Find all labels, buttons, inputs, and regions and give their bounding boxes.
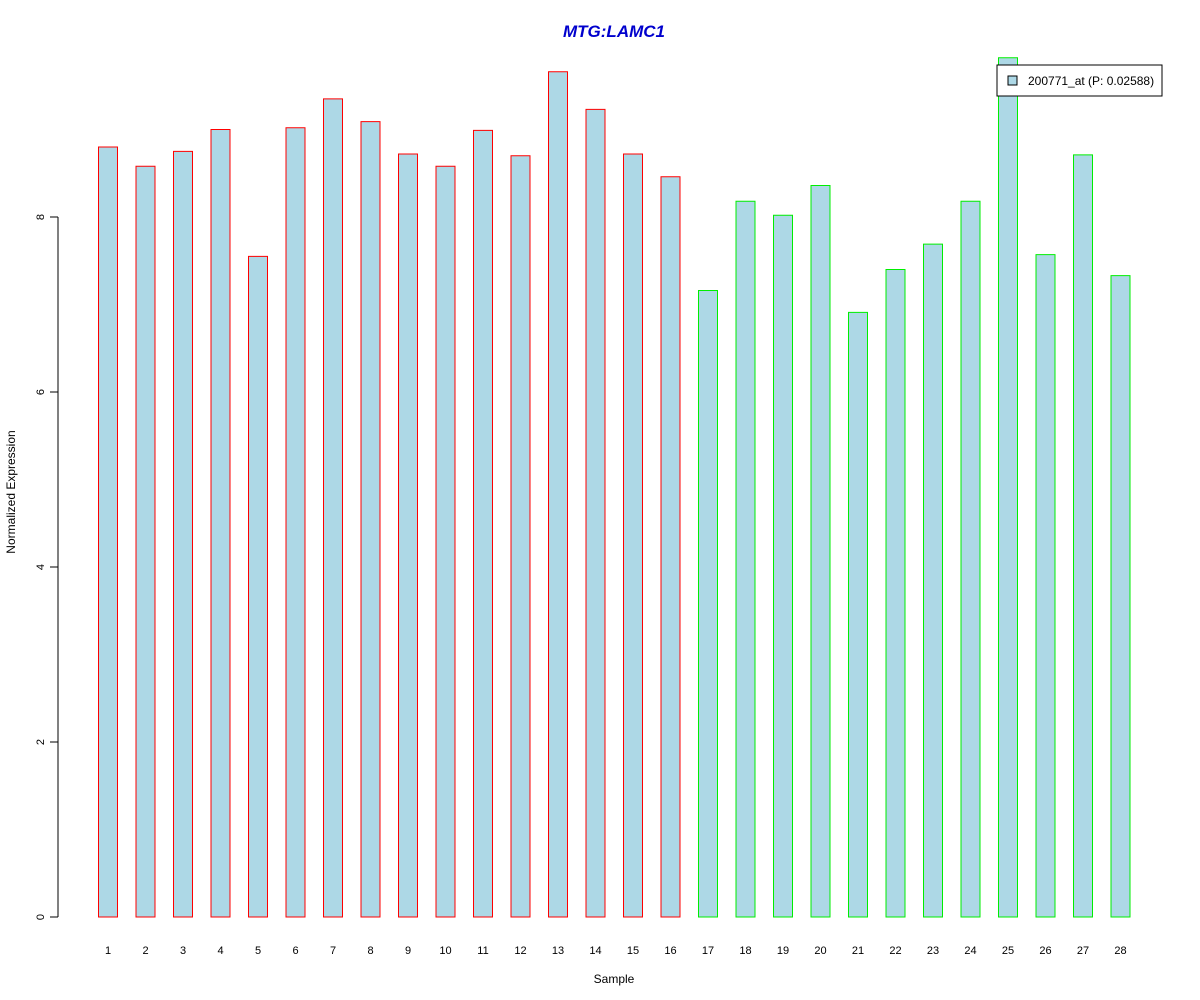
x-tick-label: 9: [405, 945, 411, 957]
bar-sample-3: [173, 150, 193, 918]
legend-label: 200771_at (P: 0.02588): [1028, 74, 1154, 88]
bar-sample-6: [285, 127, 306, 918]
legend-box: [996, 64, 1163, 97]
x-tick-label: 22: [889, 945, 901, 957]
x-tick-label: 3: [180, 945, 186, 957]
x-tick-label: 27: [1077, 945, 1089, 957]
legend: 200771_at (P: 0.02588): [996, 64, 1163, 97]
x-tick-label: 11: [477, 945, 488, 957]
x-tick-label: 16: [664, 945, 676, 957]
bar-sample-1: [98, 146, 118, 918]
bar-sample-18: [735, 200, 756, 918]
bar-sample-26: [1035, 254, 1056, 918]
bar-sample-9: [398, 153, 418, 918]
bar-sample-13: [548, 71, 568, 918]
bar-sample-14: [585, 108, 606, 918]
bar-sample-7: [323, 98, 343, 918]
bar-sample-22: [885, 269, 906, 918]
y-axis-label: Normalized Expression: [4, 430, 18, 553]
x-tick-label: 24: [964, 945, 976, 957]
bar-sample-21: [848, 311, 868, 918]
bar-sample-15: [623, 153, 643, 918]
y-tick-label: 6: [35, 389, 47, 395]
x-tick-label: 21: [852, 945, 864, 957]
y-axis: 0 2 4 6 8: [35, 214, 59, 920]
x-tick-label: 15: [627, 945, 639, 957]
bar-sample-24: [960, 200, 981, 918]
bar-sample-23: [923, 243, 943, 918]
bar-sample-19: [773, 214, 793, 918]
bar-sample-2: [135, 165, 156, 918]
x-tick-label: 7: [330, 945, 336, 957]
x-tick-label: 1: [105, 945, 111, 957]
bar-sample-27: [1073, 154, 1093, 918]
x-tick-label: 13: [552, 945, 564, 957]
x-tick-label: 6: [292, 945, 298, 957]
legend-swatch: [1007, 75, 1018, 86]
y-tick-label: 8: [35, 214, 47, 220]
bar-sample-17: [698, 290, 718, 918]
chart-title: MTG:LAMC1: [563, 22, 665, 41]
x-tick-label: 2: [142, 945, 148, 957]
bar-sample-10: [435, 165, 456, 918]
bars-group: [98, 57, 1131, 918]
x-axis-label: Sample: [594, 972, 635, 986]
x-tick-label: 5: [255, 945, 261, 957]
x-tick-label: 25: [1002, 945, 1014, 957]
x-tick-label: 12: [514, 945, 526, 957]
y-tick-label: 2: [35, 739, 47, 745]
bar-sample-8: [360, 121, 381, 918]
x-tick-label: 14: [589, 945, 601, 957]
bar-sample-11: [473, 129, 493, 918]
x-tick-label: 19: [777, 945, 789, 957]
x-tick-label: 23: [927, 945, 939, 957]
x-tick-label: 18: [739, 945, 751, 957]
x-tick-label: 28: [1114, 945, 1126, 957]
x-tick-label: 10: [439, 945, 451, 957]
x-tick-label: 8: [367, 945, 373, 957]
x-tick-label: 17: [702, 945, 714, 957]
bar-sample-12: [510, 155, 531, 918]
x-tick-label: 20: [814, 945, 826, 957]
x-tick-label: 4: [217, 945, 223, 957]
bar-sample-20: [810, 185, 831, 918]
bar-sample-28: [1110, 275, 1131, 918]
bar-sample-4: [210, 129, 231, 918]
y-tick-label: 0: [35, 914, 47, 920]
bar-sample-16: [660, 176, 681, 918]
y-tick-label: 4: [35, 564, 47, 570]
bar-sample-5: [248, 255, 268, 918]
bar-sample-25: [998, 57, 1018, 918]
x-tick-labels: 1 2 3 4 5 6 7 8 9 10 11 12 13 14 15 16 17 18 19 20 21 22 23 24 2…: [105, 945, 1127, 957]
x-tick-label: 26: [1039, 945, 1051, 957]
